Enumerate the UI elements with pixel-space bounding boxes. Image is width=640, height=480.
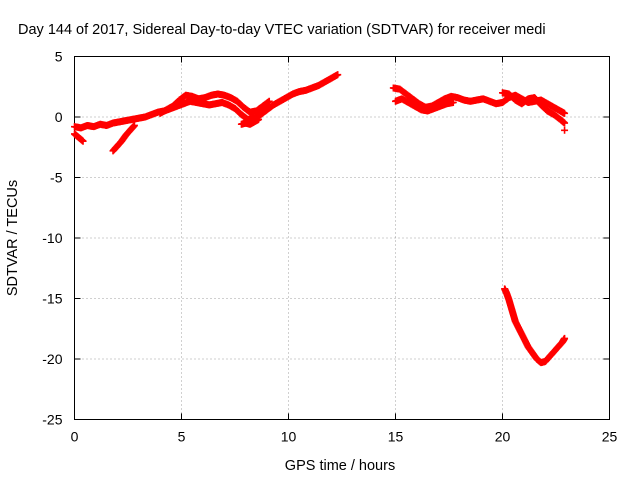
y-tick-label: -15	[42, 291, 62, 307]
data-point	[79, 137, 87, 145]
x-tick-label: 5	[178, 429, 186, 445]
y-tick-label: 0	[55, 109, 63, 125]
x-tick-label: 10	[281, 429, 297, 445]
data-point	[561, 109, 569, 117]
x-axis-label: GPS time / hours	[285, 458, 395, 474]
data-point	[561, 126, 569, 134]
axis-ticks: 0 5 10 15 20 25 5 0 -5 -10 -15 -20 -25	[42, 49, 617, 445]
data-point	[561, 334, 569, 342]
y-tick-label: -20	[42, 351, 62, 367]
y-tick-label: 5	[55, 49, 63, 65]
y-tick-label: -25	[42, 412, 62, 428]
x-tick-label: 15	[388, 429, 404, 445]
data-point	[449, 98, 457, 106]
data-point	[561, 119, 569, 127]
data-point	[130, 121, 138, 129]
x-tick-label: 25	[602, 429, 618, 445]
x-tick-label: 20	[495, 429, 511, 445]
y-axis-label: SDTVAR / TECUs	[5, 180, 21, 296]
data-point	[334, 71, 342, 79]
data-point	[255, 115, 263, 123]
y-tick-label: -5	[50, 170, 63, 186]
series-sdtvar	[71, 71, 569, 367]
y-tick-label: -10	[42, 230, 62, 246]
data-points	[71, 71, 569, 367]
grid	[74, 56, 610, 420]
data-point	[265, 97, 273, 105]
chart-title: Day 144 of 2017, Sidereal Day-to-day VTE…	[18, 22, 546, 38]
x-tick-label: 0	[71, 429, 79, 445]
